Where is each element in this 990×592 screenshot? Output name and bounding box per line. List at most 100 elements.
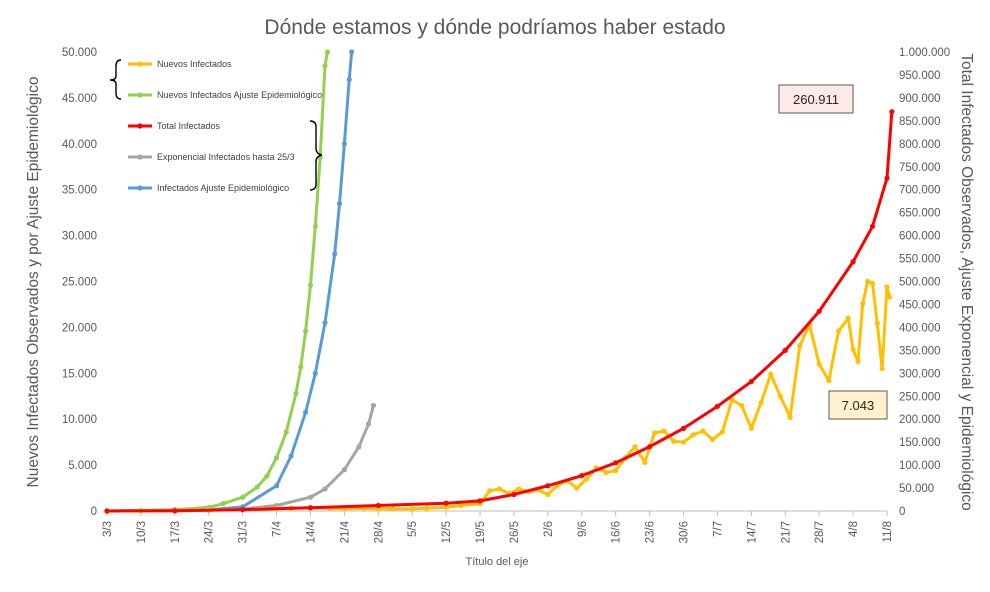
- data-point: [172, 508, 178, 514]
- x-tick-label: 2/6: [543, 521, 555, 537]
- x-tick-label: 3/3: [102, 521, 114, 537]
- data-point: [671, 438, 677, 444]
- data-point: [855, 358, 861, 364]
- data-point: [758, 400, 764, 406]
- data-point: [341, 467, 347, 473]
- data-point: [603, 469, 609, 476]
- data-point: [865, 278, 871, 285]
- data-point: [651, 430, 658, 436]
- data-point: [496, 486, 503, 492]
- data-point: [312, 223, 318, 230]
- callout-label: 260.911: [793, 92, 839, 107]
- y-right-tick-label: 600.000: [899, 231, 941, 243]
- data-point: [516, 486, 522, 492]
- data-point: [307, 505, 314, 511]
- x-tick-label: 4/8: [848, 521, 860, 537]
- y-right-tick-label: 700.000: [899, 185, 941, 197]
- data-point: [642, 459, 648, 465]
- data-point: [324, 49, 331, 55]
- y-right-tick-label: 950.000: [899, 70, 941, 82]
- x-tick-label: 21/4: [339, 520, 351, 543]
- data-point: [719, 429, 725, 435]
- data-point: [312, 370, 318, 376]
- x-tick-label: 5/5: [407, 521, 419, 537]
- x-tick-label: 19/5: [475, 521, 487, 543]
- data-point: [879, 366, 885, 372]
- legend-entry: Exponencial Infectados hasta 25/3: [128, 152, 295, 162]
- data-point: [443, 500, 449, 506]
- legend-label: Total Infectados: [157, 121, 221, 131]
- legend-brace-right: [309, 120, 323, 191]
- y-right-tick-label: 900.000: [899, 93, 941, 105]
- data-point: [477, 498, 483, 504]
- data-point: [826, 378, 832, 384]
- y-right-tick-label: 250.000: [899, 391, 941, 403]
- y-right-tick-label: 450.000: [899, 299, 941, 311]
- data-point: [336, 200, 343, 207]
- data-point: [647, 444, 653, 450]
- legend-label: Exponencial Infectados hasta 25/3: [157, 152, 295, 162]
- data-point: [349, 49, 355, 55]
- data-point: [254, 484, 260, 490]
- data-point: [390, 506, 396, 512]
- data-point: [768, 371, 774, 377]
- x-tick-label: 31/3: [238, 521, 250, 543]
- x-tick-label: 9/6: [577, 521, 589, 537]
- y-right-tick-label: 200.000: [899, 414, 941, 426]
- y-left-tick-label: 45.000: [62, 93, 97, 105]
- data-point: [375, 502, 381, 509]
- data-point: [220, 501, 226, 507]
- data-point: [797, 343, 803, 349]
- y-left-tick-label: 30.000: [62, 231, 97, 243]
- data-point: [409, 506, 415, 512]
- y-axis-left-title: Nuevos Infectados Observados y por Ajust…: [25, 77, 42, 488]
- data-point: [511, 491, 517, 498]
- callout-rect: [828, 390, 888, 420]
- data-point: [303, 409, 309, 415]
- data-point: [307, 494, 314, 500]
- data-point: [845, 315, 851, 321]
- data-point: [869, 280, 876, 286]
- data-point: [739, 402, 745, 409]
- legend-entry: Nuevos Infectados Ajuste Epidemiológico: [128, 90, 322, 100]
- data-point: [884, 175, 890, 181]
- series-layer: [104, 49, 895, 514]
- y-left-tick-label: 0: [91, 506, 97, 518]
- legend-entry: Nuevos Infectados: [128, 59, 232, 69]
- y-axis-right-title: Total Infectados Observados, Ajuste Expo…: [958, 53, 975, 511]
- data-point: [874, 321, 880, 327]
- data-point: [574, 485, 580, 491]
- data-point: [700, 428, 706, 434]
- data-point: [777, 393, 784, 399]
- legend-marker: [137, 154, 143, 160]
- data-point: [322, 63, 328, 69]
- data-point: [748, 425, 754, 431]
- callout-box: 7.043: [828, 390, 888, 420]
- x-tick-label: 24/3: [204, 521, 216, 543]
- x-tick-label: 7/4: [272, 520, 284, 537]
- data-point: [264, 473, 270, 479]
- y-right-tick-label: 0: [899, 506, 905, 518]
- x-tick-label: 7/7: [712, 521, 724, 537]
- x-tick-label: 17/3: [170, 521, 182, 543]
- y-left-tick-label: 5.000: [68, 460, 97, 472]
- legend-entry: Total Infectados: [128, 121, 221, 131]
- data-point: [366, 421, 372, 427]
- x-tick-label: 10/3: [136, 521, 148, 543]
- data-point: [579, 473, 585, 479]
- x-tick-label: 14/4: [305, 520, 317, 543]
- series-line: [106, 280, 891, 513]
- y-right-tick-label: 850.000: [899, 116, 941, 128]
- data-point: [816, 308, 822, 314]
- data-point: [613, 468, 619, 474]
- data-point: [443, 504, 449, 510]
- legend-marker: [137, 123, 143, 129]
- x-tick-label: 23/6: [645, 521, 657, 543]
- y-right-tick-label: 800.000: [899, 139, 941, 151]
- y-right-tick-label: 650.000: [899, 208, 941, 220]
- x-tick-label: 12/5: [441, 521, 453, 543]
- data-point: [322, 486, 328, 492]
- series-line: [106, 51, 329, 513]
- y-right-tick-label: 50.000: [899, 483, 934, 495]
